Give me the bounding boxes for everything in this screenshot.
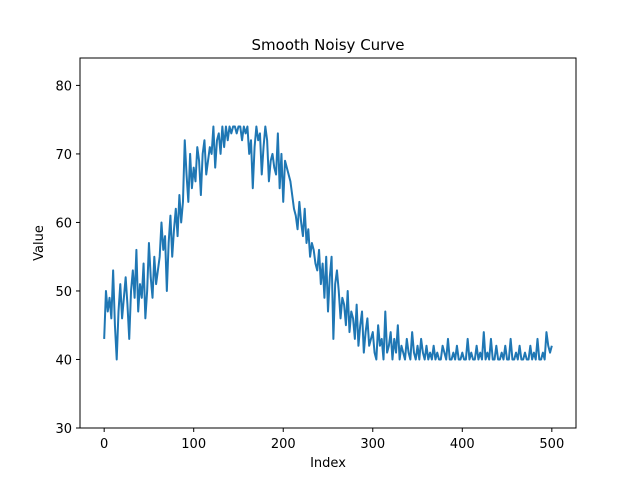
x-tick-label: 300	[360, 437, 385, 452]
x-axis: 0 100 200 300 400 500	[100, 428, 564, 452]
x-axis-label: Index	[310, 456, 346, 471]
x-tick-label: 500	[539, 437, 564, 452]
x-tick-label: 400	[450, 437, 475, 452]
y-tick-label: 50	[55, 285, 72, 300]
series-line-0	[103, 125, 553, 361]
plot-area	[103, 125, 553, 361]
y-tick-label: 30	[55, 422, 72, 437]
y-tick-label: 40	[55, 353, 72, 368]
y-axis-label: Value	[32, 225, 47, 261]
x-tick-label: 200	[271, 437, 296, 452]
x-tick-label: 0	[100, 437, 108, 452]
plot-frame	[79, 57, 577, 429]
x-tick-label: 100	[181, 437, 206, 452]
y-tick-label: 60	[55, 216, 72, 231]
y-tick-label: 80	[55, 79, 72, 94]
y-axis: 30 40 50 60 70 80	[55, 79, 80, 437]
y-tick-label: 70	[55, 148, 72, 163]
chart-title: Smooth Noisy Curve	[252, 36, 405, 54]
